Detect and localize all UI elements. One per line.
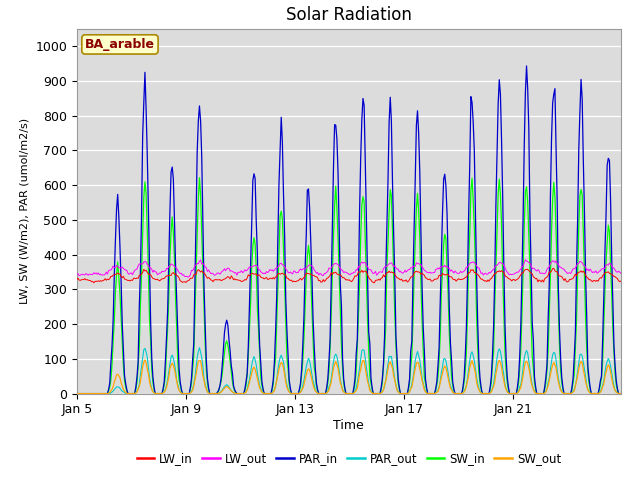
LW_in: [242, 277, 250, 283]
LW_in: [378, 275, 386, 281]
LW_in: [569, 276, 577, 281]
LW_out: [617, 270, 625, 276]
PAR_out: [404, 390, 412, 396]
PAR_in: [242, 379, 250, 384]
PAR_out: [303, 359, 311, 365]
SW_in: [404, 386, 412, 392]
PAR_in: [302, 234, 310, 240]
LW_out: [184, 275, 192, 280]
LW_in: [617, 278, 625, 284]
SW_in: [378, 380, 386, 386]
SW_out: [73, 391, 81, 396]
PAR_in: [73, 391, 81, 396]
LW_out: [522, 257, 529, 263]
PAR_in: [617, 391, 625, 396]
LW_out: [569, 266, 577, 272]
Line: SW_out: SW_out: [77, 360, 621, 394]
PAR_in: [473, 272, 481, 278]
PAR_in: [378, 385, 385, 391]
SW_out: [404, 390, 412, 396]
SW_out: [378, 389, 386, 395]
LW_out: [378, 270, 386, 276]
PAR_in: [568, 384, 576, 390]
PAR_out: [196, 345, 204, 350]
Line: SW_in: SW_in: [77, 178, 621, 394]
SW_out: [474, 384, 481, 390]
Title: Solar Radiation: Solar Radiation: [286, 6, 412, 24]
PAR_out: [73, 391, 81, 396]
SW_in: [617, 391, 625, 396]
SW_in: [196, 175, 204, 180]
LW_in: [302, 270, 310, 276]
SW_out: [141, 357, 148, 363]
SW_out: [243, 387, 251, 393]
PAR_in: [403, 391, 411, 396]
X-axis label: Time: Time: [333, 419, 364, 432]
LW_out: [243, 267, 251, 273]
LW_out: [404, 267, 412, 273]
Text: BA_arable: BA_arable: [85, 38, 155, 51]
Line: LW_out: LW_out: [77, 260, 621, 277]
LW_out: [303, 264, 311, 269]
PAR_out: [378, 389, 386, 395]
LW_in: [371, 280, 378, 286]
LW_out: [474, 265, 481, 271]
Line: PAR_out: PAR_out: [77, 348, 621, 394]
PAR_out: [243, 386, 251, 392]
SW_out: [617, 391, 625, 396]
SW_in: [303, 253, 311, 259]
PAR_out: [617, 391, 625, 396]
Y-axis label: LW, SW (W/m2), PAR (umol/m2/s): LW, SW (W/m2), PAR (umol/m2/s): [20, 118, 29, 304]
LW_in: [404, 278, 412, 284]
SW_out: [303, 368, 311, 373]
LW_in: [73, 276, 81, 282]
PAR_out: [474, 381, 481, 386]
Line: LW_in: LW_in: [77, 268, 621, 283]
SW_in: [568, 386, 576, 392]
PAR_in: [523, 63, 531, 69]
LW_out: [73, 271, 81, 277]
SW_out: [568, 390, 576, 396]
SW_in: [243, 372, 251, 378]
SW_in: [73, 391, 81, 396]
SW_in: [474, 346, 481, 351]
Line: PAR_in: PAR_in: [77, 66, 621, 394]
Legend: LW_in, LW_out, PAR_in, PAR_out, SW_in, SW_out: LW_in, LW_out, PAR_in, PAR_out, SW_in, S…: [132, 447, 566, 469]
PAR_out: [568, 390, 576, 396]
LW_in: [550, 265, 557, 271]
LW_in: [474, 272, 481, 277]
